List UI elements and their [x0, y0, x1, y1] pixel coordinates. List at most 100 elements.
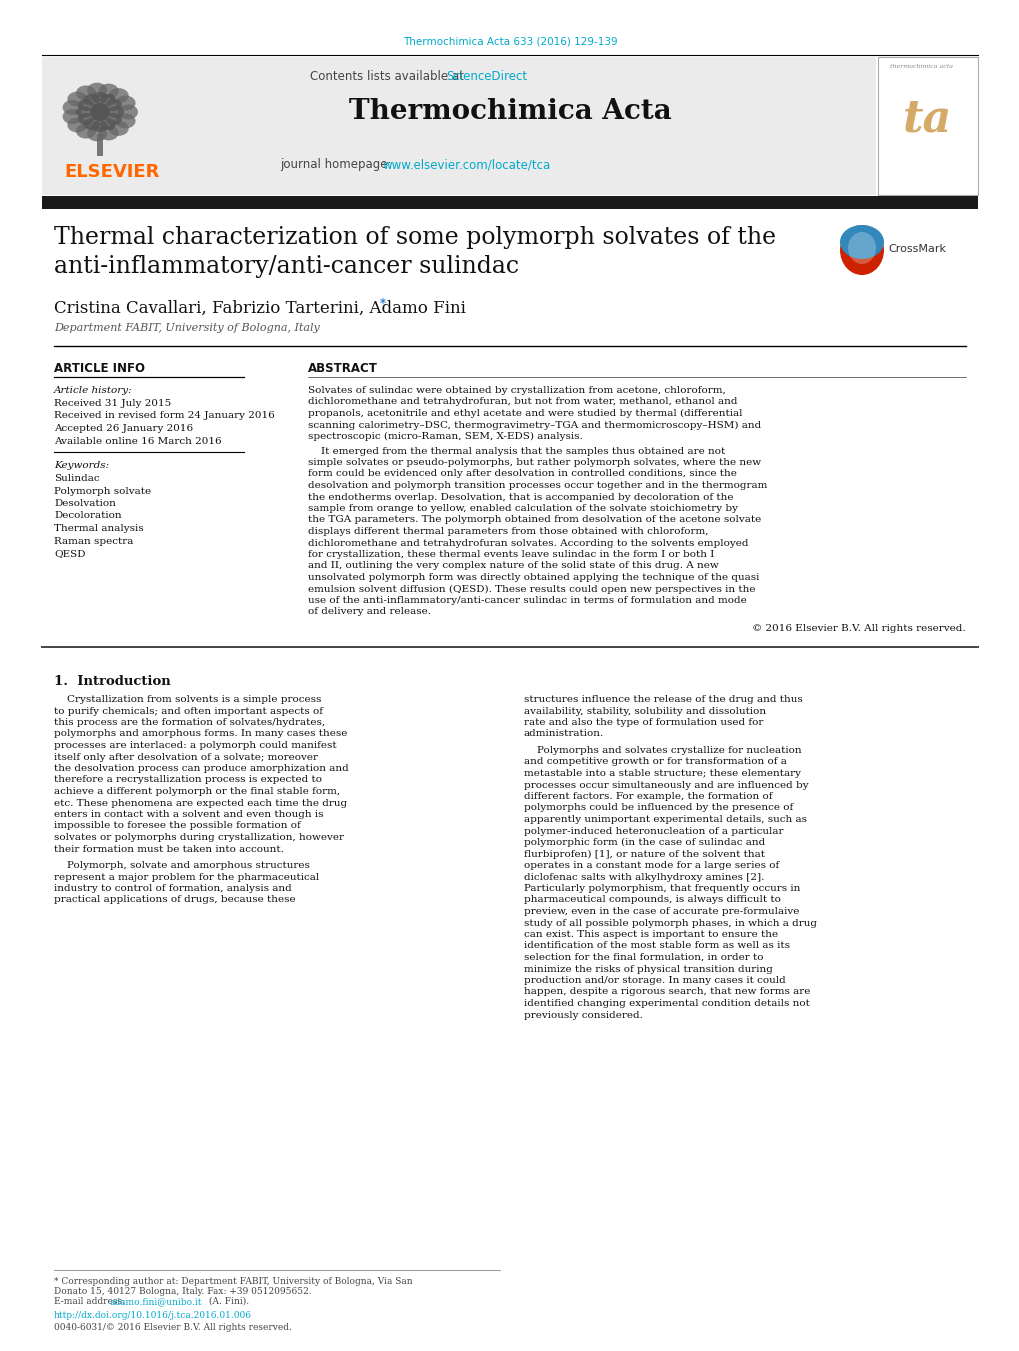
- Text: Accepted 26 January 2016: Accepted 26 January 2016: [54, 424, 193, 434]
- Ellipse shape: [108, 105, 124, 118]
- Text: It emerged from the thermal analysis that the samples thus obtained are not: It emerged from the thermal analysis tha…: [308, 446, 725, 455]
- Ellipse shape: [87, 127, 107, 142]
- Text: their formation must be taken into account.: their formation must be taken into accou…: [54, 844, 283, 854]
- Ellipse shape: [100, 93, 116, 105]
- Text: administration.: administration.: [524, 730, 603, 739]
- Text: adamo.fini@unibo.it: adamo.fini@unibo.it: [110, 1297, 203, 1306]
- Text: etc. These phenomena are expected each time the drug: etc. These phenomena are expected each t…: [54, 798, 346, 808]
- Text: dichloromethane and tetrahydrofuran solvates. According to the solvents employed: dichloromethane and tetrahydrofuran solv…: [308, 539, 748, 547]
- Text: QESD: QESD: [54, 549, 86, 558]
- Text: use of the anti-inflammatory/anti-cancer sulindac in terms of formulation and mo: use of the anti-inflammatory/anti-cancer…: [308, 596, 746, 605]
- Text: © 2016 Elsevier B.V. All rights reserved.: © 2016 Elsevier B.V. All rights reserved…: [752, 624, 965, 634]
- Text: impossible to foresee the possible formation of: impossible to foresee the possible forma…: [54, 821, 301, 831]
- Text: anti-inflammatory/anti-cancer sulindac: anti-inflammatory/anti-cancer sulindac: [54, 255, 519, 278]
- Text: industry to control of formation, analysis and: industry to control of formation, analys…: [54, 884, 291, 893]
- Bar: [42, 196, 977, 209]
- Text: scanning calorimetry–DSC, thermogravimetry–TGA and thermomicroscopy–HSM) and: scanning calorimetry–DSC, thermogravimet…: [308, 420, 760, 430]
- Ellipse shape: [847, 232, 875, 263]
- Text: Solvates of sulindac were obtained by crystallization from acetone, chloroform,: Solvates of sulindac were obtained by cr…: [308, 386, 726, 394]
- Ellipse shape: [109, 88, 128, 103]
- Text: Received 31 July 2015: Received 31 July 2015: [54, 399, 171, 408]
- Ellipse shape: [76, 85, 96, 100]
- Text: Desolvation: Desolvation: [54, 499, 116, 508]
- Ellipse shape: [92, 120, 108, 132]
- Text: Polymorphs and solvates crystallize for nucleation: Polymorphs and solvates crystallize for …: [524, 746, 801, 755]
- Text: operates in a constant mode for a large series of: operates in a constant mode for a large …: [524, 861, 779, 870]
- Text: Department FABIT, University of Bologna, Italy: Department FABIT, University of Bologna,…: [54, 323, 319, 332]
- Text: selection for the final formulation, in order to: selection for the final formulation, in …: [524, 952, 763, 962]
- Text: form could be evidenced only after desolvation in controlled conditions, since t: form could be evidenced only after desol…: [308, 470, 736, 478]
- Text: practical applications of drugs, because these: practical applications of drugs, because…: [54, 896, 296, 905]
- Text: the endotherms overlap. Desolvation, that is accompanied by decoloration of the: the endotherms overlap. Desolvation, tha…: [308, 493, 733, 501]
- Bar: [42, 57, 875, 195]
- Ellipse shape: [78, 99, 94, 111]
- Ellipse shape: [106, 99, 121, 111]
- Text: Contents lists available at: Contents lists available at: [310, 70, 467, 82]
- Text: apparently unimportant experimental details, such as: apparently unimportant experimental deta…: [524, 815, 806, 824]
- Ellipse shape: [78, 113, 94, 126]
- Text: Decoloration: Decoloration: [54, 512, 121, 520]
- Text: desolvation and polymorph transition processes occur together and in the thermog: desolvation and polymorph transition pro…: [308, 481, 766, 490]
- Text: Polymorph solvate: Polymorph solvate: [54, 486, 151, 496]
- Text: production and/or storage. In many cases it could: production and/or storage. In many cases…: [524, 975, 785, 985]
- Text: processes occur simultaneously and are influenced by: processes occur simultaneously and are i…: [524, 781, 808, 789]
- Ellipse shape: [115, 96, 136, 111]
- Text: Keywords:: Keywords:: [54, 461, 109, 470]
- Ellipse shape: [840, 226, 883, 276]
- Ellipse shape: [62, 100, 83, 115]
- Text: Thermochimica Acta 633 (2016) 129-139: Thermochimica Acta 633 (2016) 129-139: [403, 36, 616, 46]
- Text: achieve a different polymorph or the final stable form,: achieve a different polymorph or the fin…: [54, 788, 339, 796]
- Text: thermochimica acta: thermochimica acta: [890, 63, 952, 69]
- Text: Sulindac: Sulindac: [54, 474, 100, 484]
- Text: minimize the risks of physical transition during: minimize the risks of physical transitio…: [524, 965, 772, 974]
- Text: identified changing experimental condition details not: identified changing experimental conditi…: [524, 998, 809, 1008]
- Ellipse shape: [62, 109, 83, 124]
- Text: unsolvated polymorph form was directly obtained applying the technique of the qu: unsolvated polymorph form was directly o…: [308, 573, 758, 582]
- Text: sample from orange to yellow, enabled calculation of the solvate stoichiometry b: sample from orange to yellow, enabled ca…: [308, 504, 738, 513]
- Text: can exist. This aspect is important to ensure the: can exist. This aspect is important to e…: [524, 929, 777, 939]
- Ellipse shape: [76, 123, 96, 139]
- Text: enters in contact with a solvent and even though is: enters in contact with a solvent and eve…: [54, 811, 323, 819]
- Text: to purify chemicals; and often important aspects of: to purify chemicals; and often important…: [54, 707, 323, 716]
- Ellipse shape: [109, 120, 128, 136]
- Text: previously considered.: previously considered.: [524, 1011, 642, 1020]
- Text: ELSEVIER: ELSEVIER: [64, 163, 159, 181]
- Text: and II, outlining the very complex nature of the solid state of this drug. A new: and II, outlining the very complex natur…: [308, 562, 718, 570]
- Text: * Corresponding author at: Department FABIT, University of Bologna, Via San: * Corresponding author at: Department FA…: [54, 1277, 413, 1286]
- Text: Thermochimica Acta: Thermochimica Acta: [348, 99, 671, 126]
- Text: Article history:: Article history:: [54, 386, 132, 394]
- Text: polymorphic form (in the case of sulindac and: polymorphic form (in the case of sulinda…: [524, 838, 764, 847]
- Text: represent a major problem for the pharmaceutical: represent a major problem for the pharma…: [54, 873, 319, 881]
- Text: identification of the most stable form as well as its: identification of the most stable form a…: [524, 942, 790, 951]
- Ellipse shape: [84, 93, 100, 105]
- Text: CrossMark: CrossMark: [888, 245, 945, 254]
- Text: Polymorph, solvate and amorphous structures: Polymorph, solvate and amorphous structu…: [54, 861, 310, 870]
- Ellipse shape: [92, 92, 108, 104]
- Text: 1.  Introduction: 1. Introduction: [54, 676, 170, 688]
- Text: the desolvation process can produce amorphization and: the desolvation process can produce amor…: [54, 765, 348, 773]
- Ellipse shape: [115, 113, 136, 128]
- Text: of delivery and release.: of delivery and release.: [308, 608, 431, 616]
- Text: ABSTRACT: ABSTRACT: [308, 362, 377, 376]
- Text: therefore a recrystallization process is expected to: therefore a recrystallization process is…: [54, 775, 322, 785]
- Ellipse shape: [118, 104, 138, 119]
- Text: the TGA parameters. The polymorph obtained from desolvation of the acetone solva: the TGA parameters. The polymorph obtain…: [308, 516, 760, 524]
- Text: itself only after desolvation of a solvate; moreover: itself only after desolvation of a solva…: [54, 753, 318, 762]
- Ellipse shape: [99, 84, 118, 99]
- Text: Available online 16 March 2016: Available online 16 March 2016: [54, 436, 221, 446]
- Text: ta: ta: [903, 99, 952, 141]
- Text: Raman spectra: Raman spectra: [54, 536, 133, 546]
- Ellipse shape: [106, 113, 121, 126]
- Text: solvates or polymorphs during crystallization, however: solvates or polymorphs during crystalliz…: [54, 834, 343, 842]
- Text: and competitive growth or for transformation of a: and competitive growth or for transforma…: [524, 758, 786, 766]
- Ellipse shape: [67, 92, 88, 107]
- Text: Received in revised form 24 January 2016: Received in revised form 24 January 2016: [54, 412, 274, 420]
- Text: *: *: [380, 299, 385, 311]
- Text: processes are interlaced: a polymorph could manifest: processes are interlaced: a polymorph co…: [54, 740, 336, 750]
- Ellipse shape: [76, 105, 92, 118]
- Text: availability, stability, solubility and dissolution: availability, stability, solubility and …: [524, 707, 765, 716]
- Text: E-mail address:: E-mail address:: [54, 1297, 127, 1306]
- Text: journal homepage:: journal homepage:: [280, 158, 395, 172]
- Text: this process are the formation of solvates/hydrates,: this process are the formation of solvat…: [54, 717, 325, 727]
- Ellipse shape: [99, 126, 118, 141]
